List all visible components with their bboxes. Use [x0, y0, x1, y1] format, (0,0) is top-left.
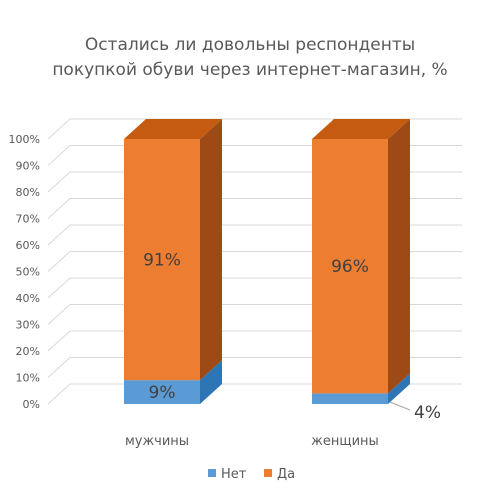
x-tick-label: женщины [311, 434, 379, 449]
data-label-leader [389, 401, 411, 411]
bar-side-no [388, 373, 410, 404]
data-label: 91% [143, 251, 181, 271]
bar-no [312, 393, 388, 404]
y-tick-label: 0% [23, 398, 40, 411]
bar-yes [124, 139, 200, 381]
bar-side-no [200, 360, 222, 404]
y-tick-label: 80% [16, 186, 40, 199]
y-tick-label: 70% [16, 213, 40, 226]
y-tick-label: 30% [16, 319, 40, 332]
bar-side-yes [388, 119, 410, 394]
bar-yes [312, 139, 388, 394]
y-tick-label: 40% [16, 292, 40, 305]
x-tick-label: мужчины [125, 434, 189, 449]
legend-swatch-yes [264, 469, 272, 477]
y-tick-label: 100% [9, 133, 40, 146]
chart-title-line: Остались ли довольны респонденты [85, 35, 415, 55]
bar-side-yes [200, 119, 222, 381]
legend-label: Да [277, 467, 295, 482]
bar-top-face [312, 119, 410, 139]
gridline [47, 118, 462, 140]
data-label: 4% [414, 403, 441, 423]
chart-title-line: покупкой обуви через интернет-магазин, % [52, 60, 447, 80]
bar-no [124, 380, 200, 404]
y-tick-label: 50% [16, 266, 40, 279]
bar-top-face [124, 119, 222, 139]
y-tick-label: 10% [16, 372, 40, 385]
data-label: 96% [331, 257, 369, 277]
y-tick-label: 60% [16, 239, 40, 252]
y-tick-label: 20% [16, 345, 40, 358]
data-label: 9% [149, 383, 176, 403]
legend-label: Нет [221, 467, 247, 482]
legend-swatch-no [208, 469, 216, 477]
y-tick-label: 90% [16, 160, 40, 173]
